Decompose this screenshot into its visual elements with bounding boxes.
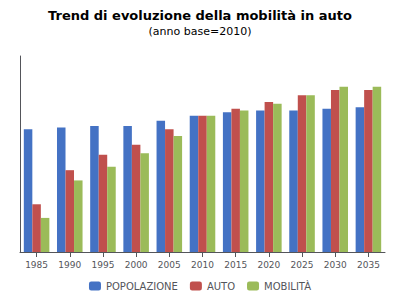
svg-text:POPOLAZIONE: POPOLAZIONE [106, 281, 178, 292]
svg-text:1985: 1985 [25, 260, 48, 270]
svg-text:Trend di evoluzione della mobi: Trend di evoluzione della mobilità in au… [48, 8, 352, 23]
svg-text:1990: 1990 [58, 260, 81, 270]
svg-text:2000: 2000 [125, 260, 148, 270]
svg-text:2025: 2025 [291, 260, 314, 270]
svg-text:(anno base=2010): (anno base=2010) [149, 25, 252, 38]
svg-text:2005: 2005 [158, 260, 181, 270]
svg-text:2020: 2020 [257, 260, 280, 270]
svg-text:2030: 2030 [324, 260, 347, 270]
svg-text:2035: 2035 [357, 260, 380, 270]
svg-text:1995: 1995 [92, 260, 115, 270]
svg-text:MOBILITÀ: MOBILITÀ [264, 280, 311, 292]
svg-text:AUTO: AUTO [207, 281, 235, 292]
svg-text:2015: 2015 [224, 260, 247, 270]
svg-text:2010: 2010 [191, 260, 214, 270]
